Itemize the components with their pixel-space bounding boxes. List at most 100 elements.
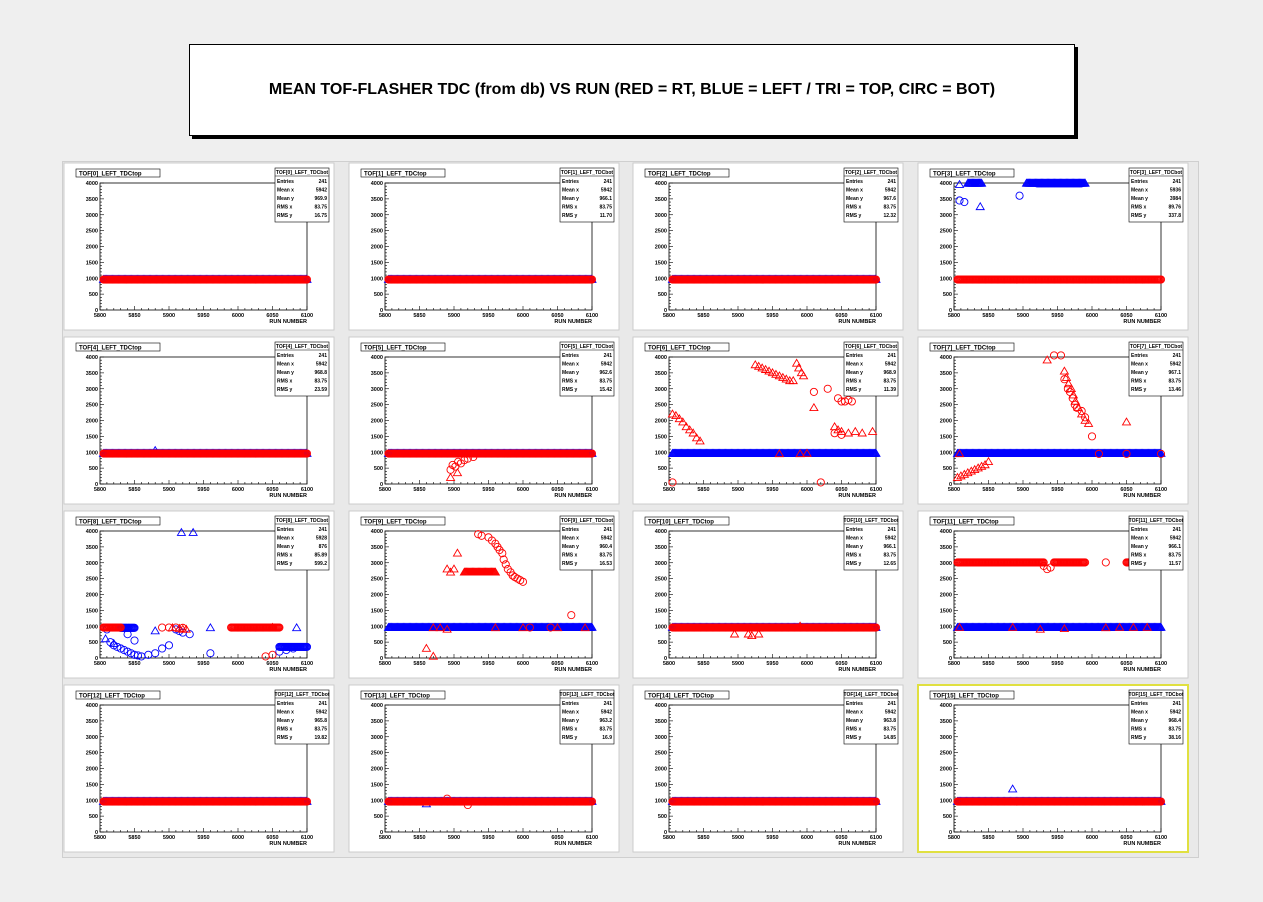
stats-value: 85.89	[314, 553, 327, 559]
stats-label: Mean y	[846, 196, 863, 202]
y-tick-label: 3000	[940, 387, 952, 393]
stats-value: 876	[319, 544, 328, 550]
pad-title: TOF[2]_LEFT_TDCtop	[648, 172, 711, 178]
stats-value: 337.8	[1168, 213, 1181, 219]
y-tick-label: 4000	[371, 181, 383, 187]
stats-value: 969.9	[314, 196, 327, 202]
y-tick-label: 0	[664, 308, 667, 314]
stats-value: 5942	[601, 536, 612, 542]
stats-label: Entries	[277, 527, 294, 533]
y-tick-label: 4000	[86, 529, 98, 535]
y-tick-label: 2500	[86, 229, 98, 235]
x-tick-label: 5850	[128, 313, 140, 319]
stats-label: RMS y	[562, 213, 578, 219]
y-tick-label: 500	[374, 640, 383, 646]
x-tick-label: 6000	[801, 487, 813, 493]
stats-label: RMS x	[846, 379, 862, 385]
x-tick-label: 5800	[663, 313, 675, 319]
stats-value: 13.46	[1168, 387, 1181, 393]
x-tick-label: 6000	[232, 661, 244, 667]
stats-label: Mean y	[562, 544, 579, 550]
stats-box: TOF[8]_LEFT_TDCbot Entries 241 Mean x 5928 Me…	[274, 515, 330, 571]
y-tick-label: 4000	[371, 529, 383, 535]
y-tick-label: 3000	[371, 387, 383, 393]
stats-label: Mean y	[1131, 196, 1148, 202]
stats-box-frame	[559, 167, 615, 223]
y-tick-label: 0	[949, 308, 952, 314]
y-tick-label: 0	[380, 308, 383, 314]
x-tick-label: 5950	[197, 313, 209, 319]
y-tick-label: 500	[658, 640, 667, 646]
y-tick-label: 1500	[655, 260, 667, 266]
stats-box: TOF[1]_LEFT_TDCbot Entries 241 Mean x 5942 Me…	[559, 167, 615, 223]
y-tick-label: 1500	[940, 260, 952, 266]
x-tick-label: 5800	[948, 313, 960, 319]
stats-label: Entries	[562, 353, 579, 359]
stats-value: 83.75	[1168, 379, 1181, 385]
x-tick-label: 5800	[379, 313, 391, 319]
y-tick-label: 0	[95, 482, 98, 488]
y-tick-label: 3500	[655, 197, 667, 203]
y-tick-label: 1000	[371, 450, 383, 456]
y-tick-label: 2000	[86, 593, 98, 599]
stats-value: 5942	[885, 362, 896, 368]
x-tick-label: 5900	[1017, 487, 1029, 493]
stats-label: Mean x	[562, 188, 579, 194]
y-tick-label: 4000	[940, 355, 952, 361]
stats-value: 89.76	[1168, 205, 1181, 211]
stats-label: RMS x	[846, 205, 862, 211]
stats-label: RMS y	[277, 561, 293, 567]
x-tick-label: 5900	[732, 313, 744, 319]
x-tick-label: 5800	[94, 313, 106, 319]
y-tick-label: 0	[664, 656, 667, 662]
canvas-title-box: MEAN TOF-FLASHER TDC (from db) VS RUN (R…	[189, 44, 1075, 136]
stats-header: TOF[2]_LEFT_TDCbot	[845, 170, 897, 176]
y-tick-label: 1000	[940, 276, 952, 282]
stats-header: TOF[1]_LEFT_TDCbot	[561, 170, 613, 176]
y-tick-label: 1000	[86, 276, 98, 282]
y-tick-label: 4000	[655, 181, 667, 187]
stats-value: 5936	[1170, 188, 1181, 194]
y-tick-label: 1000	[371, 624, 383, 630]
stats-value: 241	[888, 179, 897, 185]
stats-label: RMS y	[277, 387, 293, 393]
x-tick-label: 5950	[766, 487, 778, 493]
stats-label: Entries	[277, 353, 294, 359]
stats-box-frame	[843, 167, 899, 223]
pad-title: TOF[4]_LEFT_TDCtop	[79, 346, 142, 352]
stats-header: TOF[5]_LEFT_TDCbot	[561, 344, 613, 350]
x-tick-label: 6100	[870, 313, 882, 319]
y-tick-label: 0	[949, 482, 952, 488]
pad-title-box	[75, 168, 161, 178]
y-tick-label: 1500	[655, 434, 667, 440]
stats-box: TOF[9]_LEFT_TDCbot Entries 241 Mean x 5942 Me…	[559, 515, 615, 571]
x-tick-label: 6000	[232, 487, 244, 493]
stats-value: 83.75	[314, 205, 327, 211]
y-tick-label: 2000	[940, 419, 952, 425]
x-tick-label: 5850	[697, 313, 709, 319]
stats-box: TOF[2]_LEFT_TDCbot Entries 241 Mean x 5942 Me…	[843, 167, 899, 223]
stats-label: RMS x	[277, 379, 293, 385]
stats-value: 241	[604, 527, 613, 533]
y-tick-label: 3000	[86, 387, 98, 393]
y-tick-label: 1500	[371, 608, 383, 614]
y-tick-label: 3500	[371, 197, 383, 203]
stats-label: Mean y	[562, 370, 579, 376]
data-point-blue-triangle	[976, 178, 987, 187]
y-tick-label: 1500	[655, 608, 667, 614]
x-tick-label: 6000	[517, 313, 529, 319]
x-tick-label: 5850	[982, 313, 994, 319]
pad-title: TOF[3]_LEFT_TDCtop	[933, 172, 996, 178]
y-tick-label: 1000	[86, 624, 98, 630]
data-point-blue-circle	[955, 196, 964, 205]
stats-header: TOF[8]_LEFT_TDCbot	[276, 518, 328, 524]
x-tick-label: 6050	[835, 313, 847, 319]
x-axis-label: RUN NUMBER	[269, 493, 307, 499]
stats-box: TOF[7]_LEFT_TDCbot Entries 241 Mean x 5942 Me…	[1128, 341, 1184, 397]
data-point-blue-triangle	[975, 201, 986, 211]
stats-label: RMS x	[1131, 205, 1147, 211]
x-tick-label: 5900	[732, 487, 744, 493]
stats-header: TOF[3]_LEFT_TDCbot	[1130, 170, 1182, 176]
y-tick-label: 500	[89, 640, 98, 646]
stats-header: TOF[0]_LEFT_TDCbot	[276, 170, 328, 176]
